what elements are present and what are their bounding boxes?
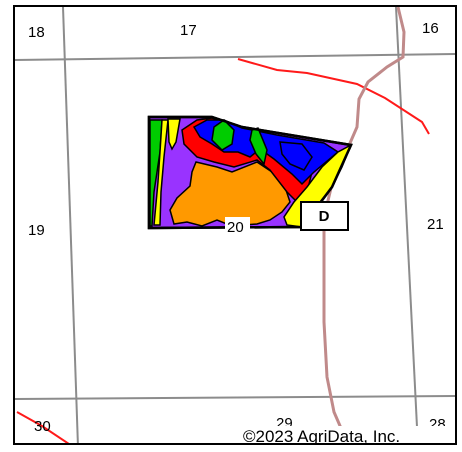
section-lines [15,7,455,443]
section-labels: 18 17 16 19 20 21 30 29 28 [28,20,446,435]
section-line-bottom [15,395,455,400]
soil-zone-green-east [249,127,268,166]
soil-field[interactable] [147,115,353,230]
section-label-18: 18 [28,24,45,41]
road [322,7,406,443]
section-label-16: 16 [422,20,439,37]
stream-northeast [237,58,430,135]
section-label-21: 21 [427,216,444,233]
marker-label: D [319,208,330,225]
section-line-top [15,53,455,61]
marker-box [300,201,349,231]
section-label-19: 19 [28,222,45,239]
section-line-left [62,7,79,443]
map-canvas[interactable]: D 18 17 16 19 20 21 30 29 28 ©2023 AgriD… [15,7,455,443]
soil-zone-yellow-west [153,119,169,226]
stream-southwest [16,411,70,443]
section-label-17: 17 [180,22,197,39]
map-frame: D 18 17 16 19 20 21 30 29 28 ©2023 AgriD… [13,5,457,445]
streams [16,58,430,443]
soil-zone-yellow-north [167,118,181,151]
copyright-text: ©2023 AgriData, Inc. [243,427,400,443]
section-label-20-bg [225,217,250,234]
copyright-bg [240,426,452,443]
section-label-30: 30 [34,418,51,435]
field-outline [147,115,353,230]
section-line-right [395,7,419,443]
field-marker-d[interactable]: D [300,201,349,231]
soil-zone-blue-inner [279,141,313,171]
section-label-20: 20 [227,219,244,236]
